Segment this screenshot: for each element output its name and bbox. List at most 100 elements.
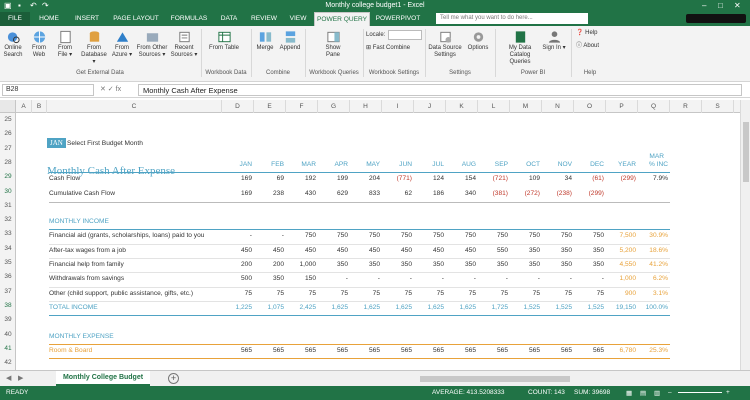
pct-cell[interactable]: 6.2% <box>652 275 668 283</box>
row-header-32[interactable]: 32 <box>4 216 12 224</box>
value-cell[interactable]: 1,225 <box>235 303 252 311</box>
value-cell[interactable]: 565 <box>528 346 540 354</box>
month-header-jan[interactable]: JAN <box>239 160 252 168</box>
value-cell[interactable]: 6,780 <box>619 346 636 354</box>
value-cell[interactable]: 450 <box>432 246 444 254</box>
value-cell[interactable]: (272) <box>524 189 540 197</box>
value-cell[interactable]: 75 <box>372 289 380 297</box>
pct-cell[interactable]: 3.1% <box>652 289 668 297</box>
value-cell[interactable]: 1,625 <box>427 303 444 311</box>
value-cell[interactable]: 7,500 <box>619 232 636 240</box>
value-cell[interactable]: 1,525 <box>587 303 604 311</box>
value-cell[interactable]: 450 <box>400 246 412 254</box>
value-cell[interactable]: 750 <box>336 232 348 240</box>
column-header-g[interactable]: G <box>318 100 350 113</box>
value-cell[interactable]: 200 <box>240 261 252 268</box>
row-header-36[interactable]: 36 <box>4 273 12 281</box>
value-cell[interactable]: 565 <box>400 346 412 354</box>
pct-cell[interactable]: 30.9% <box>649 232 668 240</box>
column-header-m[interactable]: M <box>510 100 542 113</box>
about-button[interactable]: ⓘ About <box>576 43 599 50</box>
page-break-view-icon[interactable]: ▥ <box>654 390 661 397</box>
value-cell[interactable]: - <box>569 275 572 283</box>
value-cell[interactable]: 1,075 <box>267 303 284 311</box>
pct-cell[interactable]: 18.6% <box>649 246 668 254</box>
fast-combine-button[interactable]: ⊞ Fast Combine <box>366 45 411 51</box>
my-data-catalog-button[interactable]: My Data Catalog Queries <box>500 30 540 66</box>
value-cell[interactable]: 75 <box>244 289 252 297</box>
minimize-icon[interactable]: – <box>702 1 707 10</box>
value-cell[interactable]: 199 <box>336 175 348 183</box>
value-cell[interactable]: - <box>473 275 476 283</box>
month-header-aug[interactable]: AUG <box>461 160 476 168</box>
row-header-33[interactable]: 33 <box>4 230 12 238</box>
value-cell[interactable]: 550 <box>496 246 508 254</box>
pct-cell[interactable]: 25.3% <box>649 346 668 354</box>
value-cell[interactable]: 565 <box>496 346 508 354</box>
column-header-l[interactable]: L <box>478 100 510 113</box>
row-header-42[interactable]: 42 <box>4 359 12 367</box>
from-table-button[interactable]: From Table <box>206 30 242 52</box>
tab-power-query[interactable]: POWER QUERY <box>314 12 370 26</box>
row-label[interactable]: Cumulative Cash Flow <box>49 189 115 197</box>
value-cell[interactable]: - <box>505 275 508 283</box>
select-all-corner[interactable] <box>0 100 16 113</box>
from-other-sources-button[interactable]: From Other Sources ▾ <box>136 30 168 59</box>
column-header-r[interactable]: R <box>670 100 702 113</box>
value-cell[interactable]: 350 <box>560 261 572 268</box>
online-search-button[interactable]: Online Search <box>2 30 24 59</box>
zoom-out-icon[interactable]: – <box>668 389 672 396</box>
month-header-apr[interactable]: APR <box>334 160 348 168</box>
value-cell[interactable]: 750 <box>464 232 476 240</box>
formula-icons[interactable]: ✕ ✓ fx <box>100 86 122 93</box>
value-cell[interactable]: 350 <box>464 261 476 268</box>
value-cell[interactable]: (771) <box>396 175 412 183</box>
value-cell[interactable]: 186 <box>432 189 444 197</box>
value-cell[interactable]: 340 <box>464 189 476 197</box>
value-cell[interactable]: 750 <box>432 232 444 240</box>
options-button[interactable]: Options <box>464 30 492 52</box>
worksheet-grid[interactable]: JAN Select First Budget Month Monthly Ca… <box>16 113 740 370</box>
value-cell[interactable]: 350 <box>336 261 348 268</box>
value-cell[interactable]: 19,150 <box>615 303 636 311</box>
row-header-40[interactable]: 40 <box>4 330 12 338</box>
month-header-may[interactable]: MAY <box>366 160 380 168</box>
column-header-p[interactable]: P <box>606 100 638 113</box>
value-cell[interactable]: 1,625 <box>459 303 476 311</box>
value-cell[interactable]: (381) <box>492 189 508 197</box>
value-cell[interactable]: 1,625 <box>331 303 348 311</box>
row-label[interactable]: Withdrawals from savings <box>49 275 125 283</box>
column-header-j[interactable]: J <box>414 100 446 113</box>
value-cell[interactable]: 69 <box>276 175 284 183</box>
value-cell[interactable]: 750 <box>528 232 540 240</box>
value-cell[interactable]: 629 <box>336 189 348 197</box>
value-cell[interactable]: 900 <box>624 289 636 297</box>
pct-cell[interactable]: 7.9% <box>652 175 668 183</box>
value-cell[interactable]: 1,625 <box>363 303 380 311</box>
value-cell[interactable]: - <box>409 275 412 283</box>
value-cell[interactable]: 1,525 <box>523 303 540 311</box>
value-cell[interactable]: 169 <box>240 189 252 197</box>
column-header-q[interactable]: Q <box>638 100 670 113</box>
tab-formulas[interactable]: FORMULAS <box>170 15 208 22</box>
page-layout-view-icon[interactable]: ▤ <box>640 390 647 397</box>
value-cell[interactable]: 1,725 <box>491 303 508 311</box>
value-cell[interactable]: - <box>601 275 604 283</box>
row-header-28[interactable]: 28 <box>4 158 12 166</box>
value-cell[interactable]: 750 <box>368 232 380 240</box>
value-cell[interactable]: (721) <box>492 175 508 183</box>
month-header-dec[interactable]: DEC <box>590 160 604 168</box>
column-header-i[interactable]: I <box>382 100 414 113</box>
value-cell[interactable]: 750 <box>304 232 316 240</box>
tab-view[interactable]: VIEW <box>289 15 307 22</box>
value-cell[interactable]: 565 <box>304 346 316 354</box>
help-button[interactable]: ❓ Help <box>576 30 598 37</box>
row-label[interactable]: Room & Board <box>49 346 93 354</box>
income-header[interactable]: MONTHLY INCOME <box>49 218 109 226</box>
column-header-o[interactable]: O <box>574 100 606 113</box>
value-cell[interactable]: 1,000 <box>299 261 316 268</box>
value-cell[interactable]: 75 <box>436 289 444 297</box>
redo-icon[interactable]: ↷ <box>42 1 49 10</box>
from-azure-button[interactable]: From Azure ▾ <box>110 30 134 59</box>
month-header-jul[interactable]: JUL <box>432 160 444 168</box>
